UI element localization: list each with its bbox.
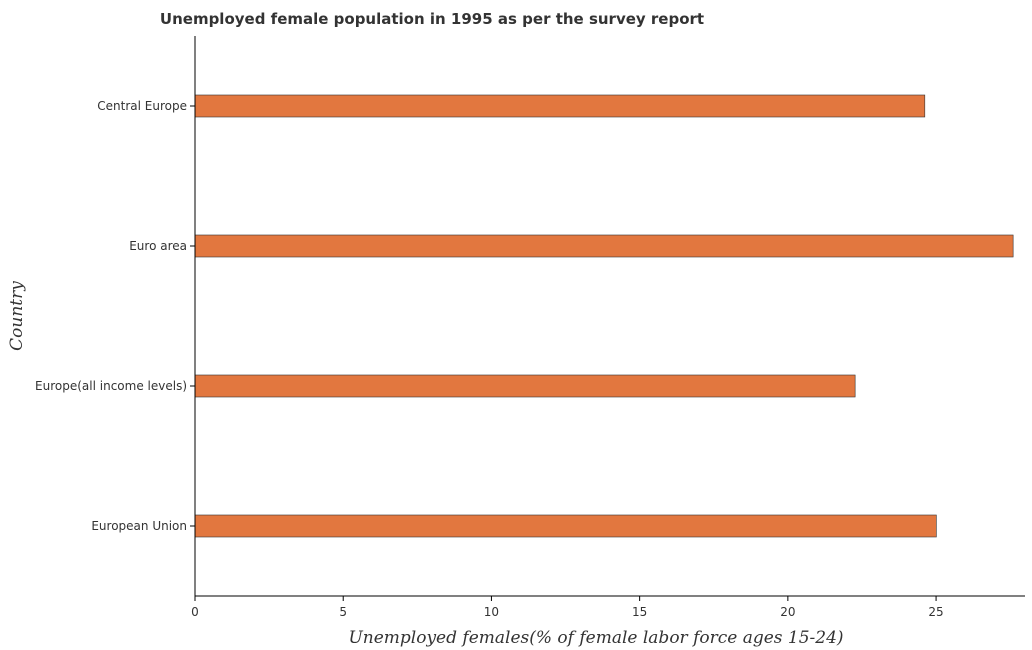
x-axis-label: Unemployed females(% of female labor for…	[348, 628, 843, 648]
y-tick-label: Europe(all income levels)	[35, 379, 187, 393]
bar-europe-all-income-levels	[194, 374, 856, 398]
x-tick-label: 10	[484, 605, 499, 619]
y-axis-ticks: Central Europe Euro area Europe(all income…	[35, 99, 195, 533]
bars-group	[194, 94, 1014, 538]
chart-title: Unemployed female population in 1995 as …	[160, 10, 704, 28]
y-axis-label: Country	[7, 281, 27, 351]
x-axis-ticks: 0 5 10 15 20 25	[191, 596, 944, 619]
bar-central-europe	[194, 94, 926, 118]
y-tick-label: Euro area	[129, 239, 187, 253]
bar-euro-area	[194, 234, 1014, 258]
x-tick-label: 0	[191, 605, 199, 619]
x-tick-label: 20	[780, 605, 795, 619]
x-tick-label: 15	[632, 605, 647, 619]
x-tick-label: 25	[928, 605, 943, 619]
bar-european-union	[194, 514, 937, 538]
y-tick-label: European Union	[91, 519, 187, 533]
x-tick-label: 5	[339, 605, 347, 619]
y-tick-label: Central Europe	[97, 99, 187, 113]
